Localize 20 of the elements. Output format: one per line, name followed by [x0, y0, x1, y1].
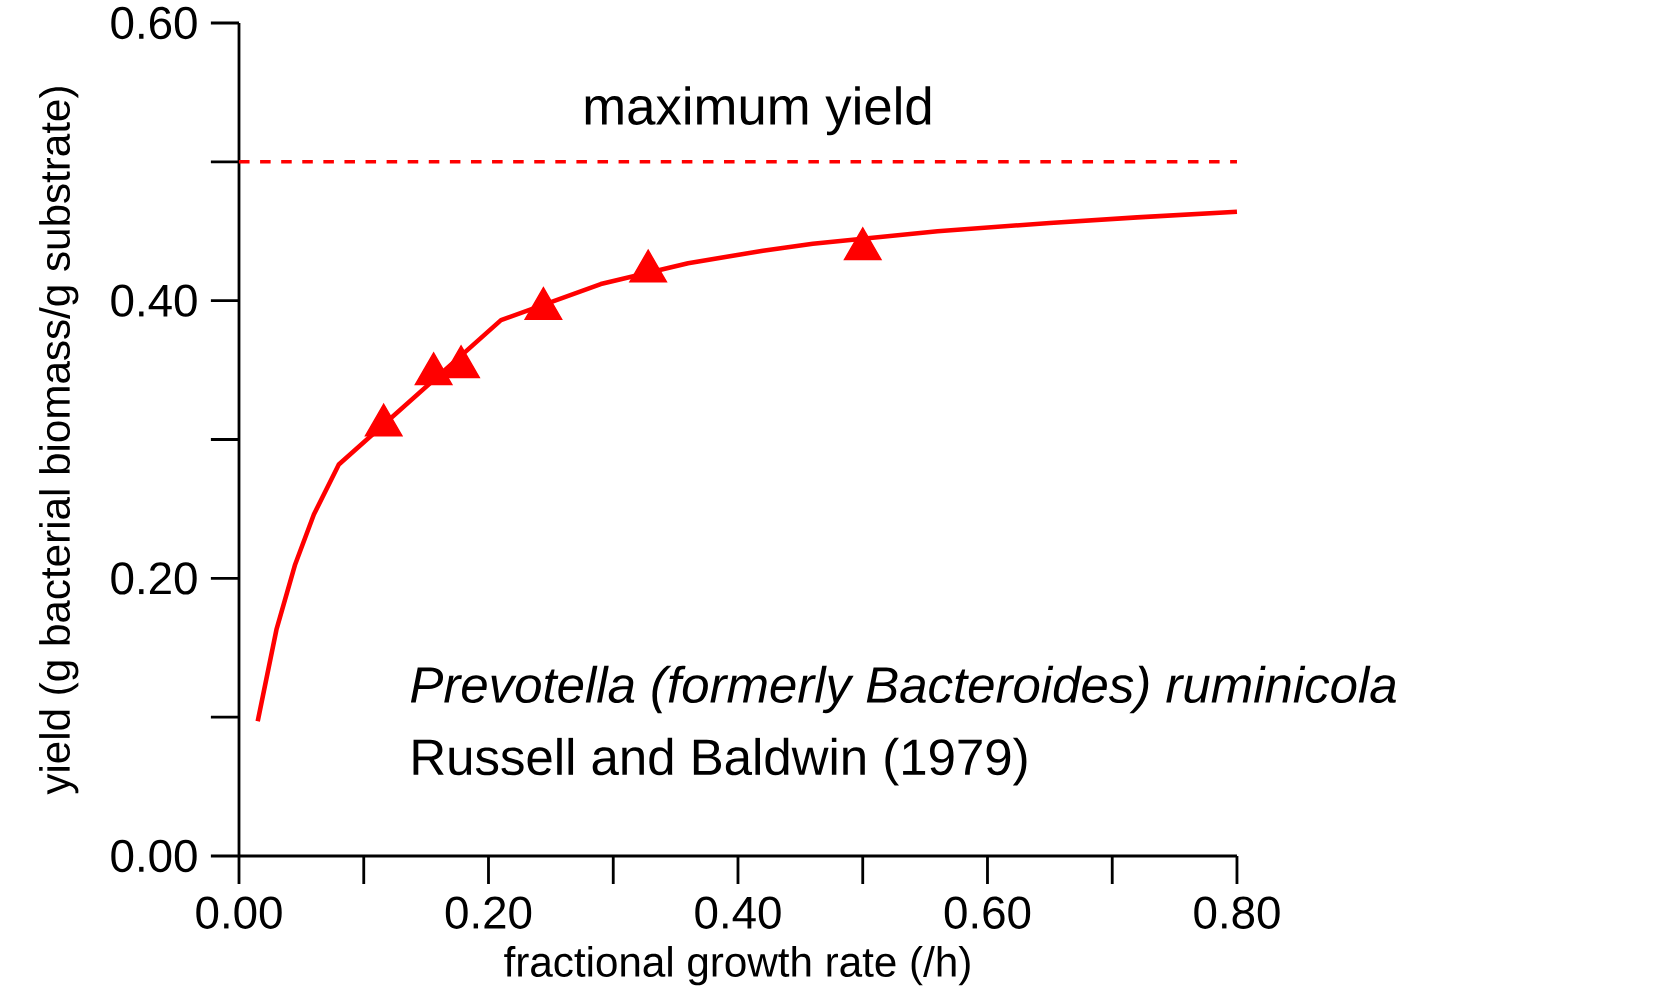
y-tick-label: 0.40: [111, 284, 197, 317]
ref-line-label: maximum yield: [585, 86, 931, 136]
x-tick-label: 0.40: [695, 896, 781, 929]
annotation: Russell and Baldwin (1979): [413, 737, 1027, 786]
x-tick-label: 0.00: [196, 896, 282, 929]
y-tick-label: 0.60: [111, 6, 197, 40]
x-tick-label: 0.80: [1194, 896, 1280, 929]
x-tick-label: 0.20: [445, 896, 532, 929]
y-tick-label: 0.00: [111, 839, 197, 873]
point: [442, 345, 481, 379]
x-axis-title: fractional growth rate (/h): [504, 946, 970, 986]
point: [524, 286, 563, 320]
point: [629, 249, 668, 283]
y-tick-label: 0.20: [111, 562, 197, 595]
point: [414, 352, 453, 386]
point: [364, 403, 403, 437]
x-tick-label: 0.60: [944, 896, 1031, 929]
y-axis-title: yield (g bacterial biomass/g substrate): [39, 87, 79, 795]
annotation: Prevotella (formerly Bacteroides) ruminicola: [410, 665, 1396, 714]
point: [843, 227, 882, 261]
